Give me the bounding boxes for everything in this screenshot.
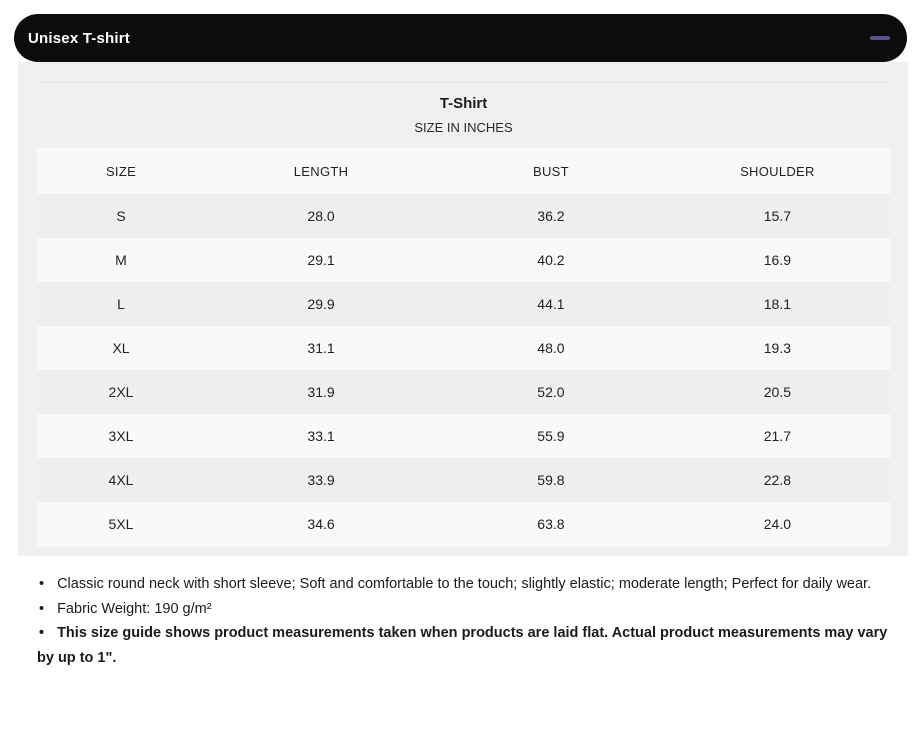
col-header-bust: BUST xyxy=(437,148,665,194)
measurement-cell: 18.1 xyxy=(763,296,792,312)
accordion-title: Unisex T-shirt xyxy=(28,29,130,47)
measurement-cell: 31.9 xyxy=(307,384,335,400)
measurement-cell: 33.9 xyxy=(307,472,335,488)
size-chart-panel: T-Shirt SIZE IN INCHES SIZE LENGTH BUST … xyxy=(18,62,908,556)
note-item: • Fabric Weight: 190 g/m² xyxy=(37,597,897,622)
measurement-cell: 48.0 xyxy=(537,340,565,356)
size-table-row: M 29.1 40.2 16.9 xyxy=(37,238,890,282)
size-table-row: 2XL 31.9 52.0 20.5 xyxy=(37,370,890,414)
size-cell: 4XL xyxy=(108,472,134,488)
size-table-row: 3XL 33.1 55.9 21.7 xyxy=(37,414,890,458)
measurement-cell: 59.8 xyxy=(537,472,565,488)
size-table-row: 5XL 34.6 63.8 24.0 xyxy=(37,502,890,546)
size-table: SIZE LENGTH BUST SHOULDER S 28.0 36.2 15.7 M… xyxy=(37,148,890,546)
size-table-header-row: SIZE LENGTH BUST SHOULDER xyxy=(37,148,890,194)
measurement-cell: 29.1 xyxy=(307,252,335,268)
size-cell: 2XL xyxy=(108,384,134,400)
size-guide-page: Unisex T-shirt T-Shirt SIZE IN INCHES SI… xyxy=(0,14,921,670)
size-chart-title: T-Shirt xyxy=(439,95,488,112)
measurement-cell: 21.7 xyxy=(763,428,792,444)
size-cell: XL xyxy=(112,340,130,356)
measurement-cell: 28.0 xyxy=(307,208,335,224)
measurement-cell: 16.9 xyxy=(763,252,792,268)
measurement-cell: 36.2 xyxy=(537,208,565,224)
size-table-row: 4XL 33.9 59.8 22.8 xyxy=(37,458,890,502)
minus-icon xyxy=(870,36,890,40)
size-cell: 5XL xyxy=(108,516,134,532)
collapse-button[interactable] xyxy=(865,23,895,53)
note-text: Classic round neck with short sleeve; So… xyxy=(57,576,872,592)
note-item: • Classic round neck with short sleeve; S… xyxy=(37,572,897,597)
measurement-cell: 24.0 xyxy=(763,516,792,532)
note-item: • This size guide shows product measureme… xyxy=(37,621,897,670)
measurement-cell: 31.1 xyxy=(307,340,335,356)
measurement-cell: 55.9 xyxy=(537,428,565,444)
size-table-row: S 28.0 36.2 15.7 xyxy=(37,194,890,238)
measurement-cell: 15.7 xyxy=(763,208,792,224)
measurement-cell: 44.1 xyxy=(537,296,565,312)
measurement-cell: 29.9 xyxy=(307,296,335,312)
size-table-row: XL 31.1 48.0 19.3 xyxy=(37,326,890,370)
size-table-row: L 29.9 44.1 18.1 xyxy=(37,282,890,326)
measurement-cell: 33.1 xyxy=(307,428,335,444)
col-header-length: LENGTH xyxy=(205,148,438,194)
size-cell: 3XL xyxy=(108,428,134,444)
bullet-icon: • xyxy=(39,625,45,642)
measurement-cell: 34.6 xyxy=(307,516,335,532)
col-header-size: SIZE xyxy=(37,148,206,194)
measurement-cell: 19.3 xyxy=(763,340,792,356)
measurement-cell: 40.2 xyxy=(537,252,565,268)
note-text: Fabric Weight: 190 g/m² xyxy=(57,600,212,617)
size-cell: L xyxy=(117,296,125,312)
measurement-cell: 22.8 xyxy=(763,472,792,488)
measurement-cell: 52.0 xyxy=(537,384,565,400)
product-notes: • Classic round neck with short sleeve; S… xyxy=(37,572,897,670)
bullet-icon: • xyxy=(39,576,45,592)
size-cell: M xyxy=(115,252,127,268)
measurement-cell: 63.8 xyxy=(537,516,565,532)
measurement-cell: 20.5 xyxy=(763,384,792,400)
note-text: This size guide shows product measuremen… xyxy=(37,625,888,666)
accordion-header[interactable]: Unisex T-shirt xyxy=(14,14,907,62)
bullet-icon: • xyxy=(39,600,45,617)
col-header-shoulder: SHOULDER xyxy=(664,148,890,194)
size-chart-title-block: T-Shirt SIZE IN INCHES xyxy=(37,82,890,148)
size-chart-subtitle: SIZE IN INCHES xyxy=(414,120,513,135)
size-cell: S xyxy=(116,208,126,224)
